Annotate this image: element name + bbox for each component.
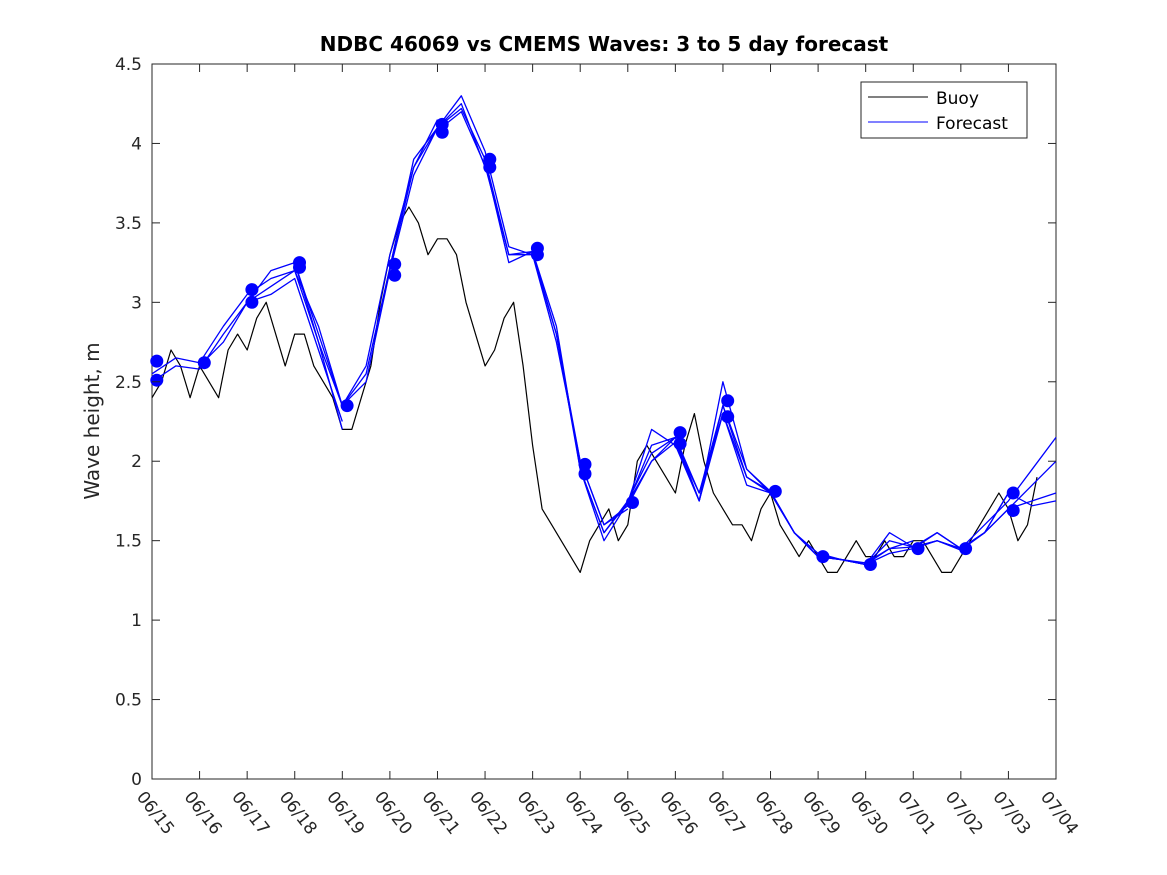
forecast-marker [863, 558, 877, 571]
forecast-marker [673, 426, 687, 440]
forecast-marker [388, 257, 402, 271]
y-tick-label: 3.5 [115, 214, 142, 234]
y-tick-label: 2.5 [115, 373, 142, 393]
forecast-line-5 [294, 95, 533, 407]
y-tick-label: 0.5 [115, 691, 142, 711]
y-tick-label: 1.5 [115, 532, 142, 552]
plot-area [151, 63, 1057, 780]
forecast-marker [340, 399, 354, 413]
forecast-marker [1006, 504, 1020, 517]
y-axis-label: Wave height, m [80, 342, 104, 499]
forecast-marker [673, 437, 687, 451]
forecast-series [151, 95, 1057, 566]
forecast-line-9 [531, 254, 771, 542]
forecast-marker [245, 283, 259, 297]
forecast-marker [483, 160, 497, 174]
forecast-marker [388, 268, 402, 282]
forecast-marker [721, 394, 735, 408]
forecast-marker [578, 457, 592, 471]
forecast-marker [816, 550, 830, 564]
forecast-line-7 [437, 111, 676, 526]
forecast-marker [530, 248, 544, 262]
y-tick-label: 4 [131, 134, 142, 154]
forecast-markers [150, 117, 1020, 571]
forecast-marker [197, 356, 211, 370]
forecast-marker [959, 542, 973, 556]
legend-buoy-label: Buoy [936, 89, 979, 109]
y-tick-label: 0 [131, 770, 142, 790]
forecast-marker [293, 260, 306, 274]
y-tick-label: 3 [131, 293, 142, 313]
forecast-marker [1006, 486, 1020, 500]
forecast-marker [721, 410, 735, 424]
legend: Buoy Forecast [860, 81, 1028, 139]
y-tick-label: 2 [131, 452, 142, 472]
forecast-line-3 [199, 119, 439, 407]
forecast-line-1 [151, 269, 343, 430]
forecast-marker [150, 373, 164, 387]
forecast-marker [626, 496, 639, 509]
forecast-marker [911, 542, 925, 556]
forecast-marker [578, 467, 592, 481]
y-tick-label: 4.5 [115, 55, 142, 75]
forecast-marker [150, 354, 164, 368]
forecast-marker [245, 295, 259, 309]
forecast-marker [435, 125, 449, 139]
chart-title: NDBC 46069 vs CMEMS Waves: 3 to 5 day fo… [320, 32, 889, 56]
y-tick-label: 1 [131, 611, 142, 631]
legend-forecast-label: Forecast [936, 114, 1008, 134]
forecast-marker [768, 484, 782, 498]
legend-box [860, 81, 1028, 139]
